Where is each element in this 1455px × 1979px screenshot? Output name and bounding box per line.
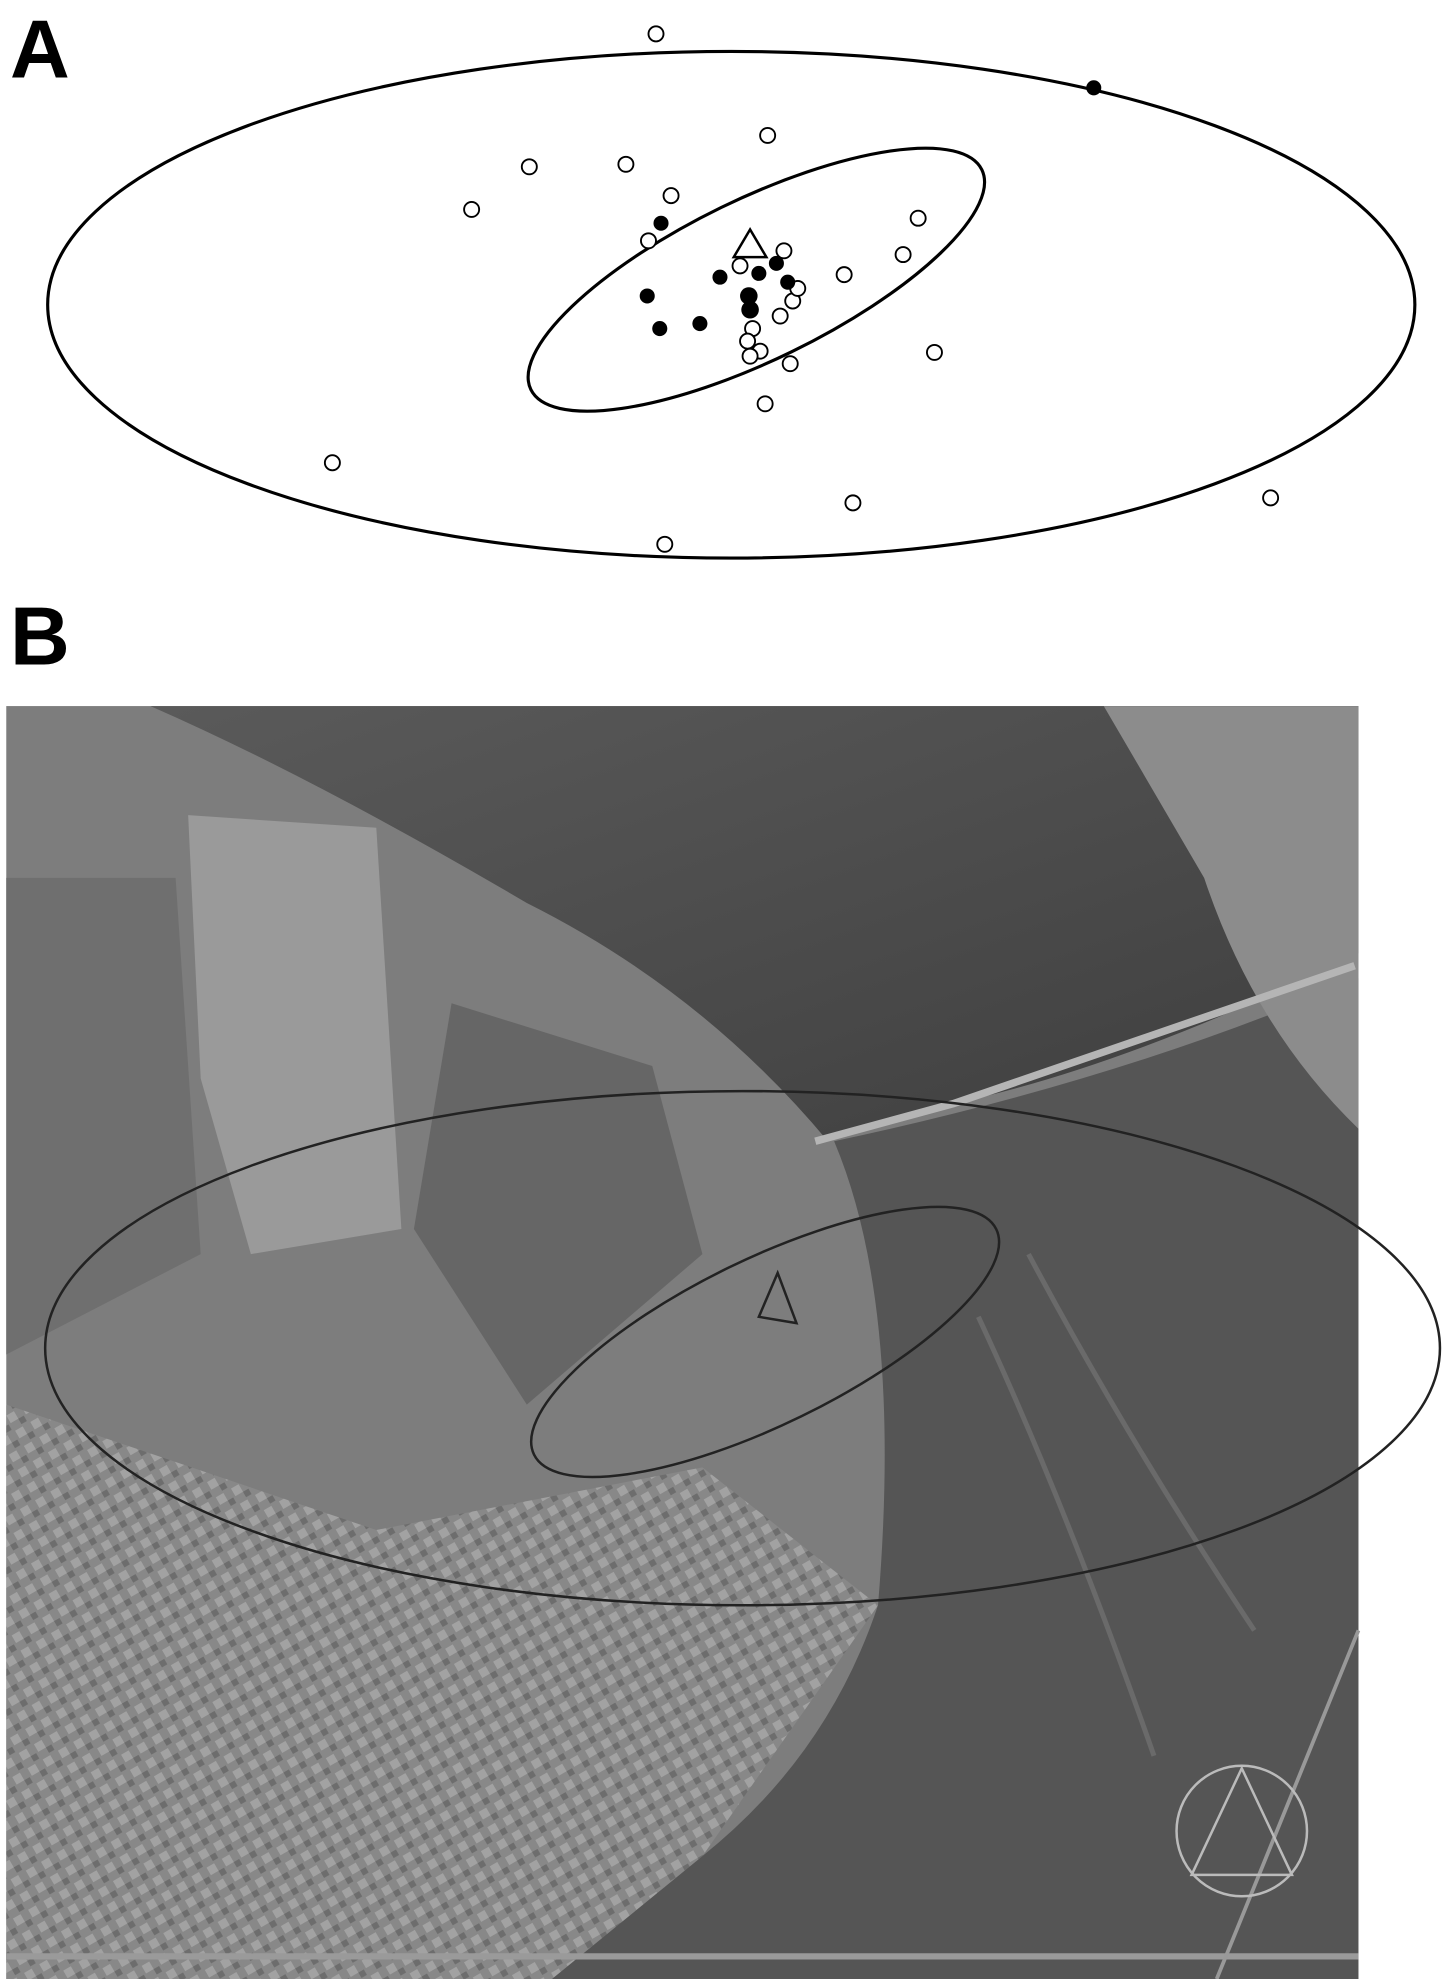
centroid-marker xyxy=(731,227,769,259)
panel-label: A xyxy=(10,3,70,96)
photo-ellipses xyxy=(43,1089,1442,1607)
panel-label: B xyxy=(10,590,70,683)
inner-ellipse xyxy=(526,146,987,413)
aerial-photo xyxy=(6,706,1361,1979)
scatter-panel xyxy=(46,49,1417,560)
filled-points xyxy=(639,80,1102,337)
outer-ellipse xyxy=(46,49,1417,560)
open-points xyxy=(323,25,1280,553)
photo-marker xyxy=(1175,1764,1309,1898)
